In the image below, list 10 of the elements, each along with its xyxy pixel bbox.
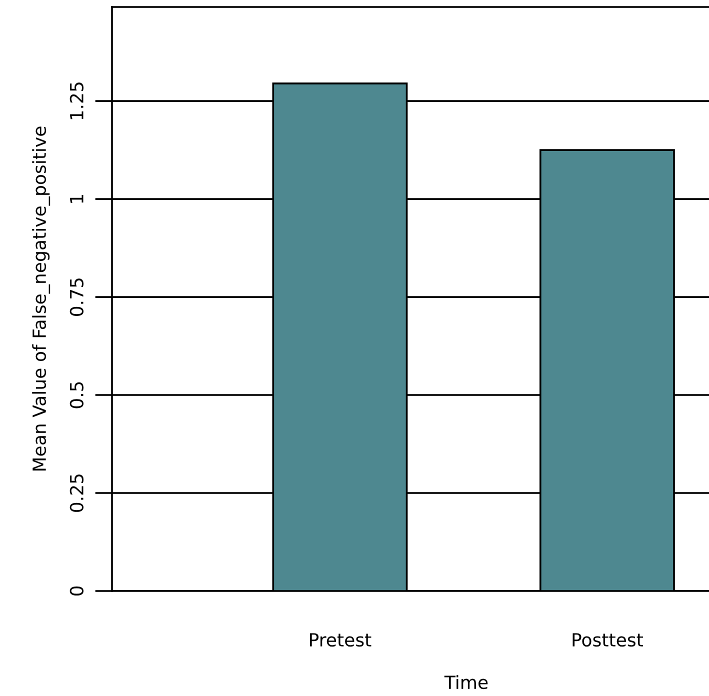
y-axis-title: Mean Value of False_negative_positive bbox=[32, 126, 50, 471]
y-tick-label: 0 bbox=[70, 586, 84, 596]
y-tick-label: 0.5 bbox=[70, 382, 84, 408]
y-tick-label: 0.25 bbox=[70, 474, 84, 512]
x-axis-title: Time bbox=[444, 675, 488, 690]
y-tick-label: 1 bbox=[70, 194, 84, 203]
x-tick-label: Pretest bbox=[310, 633, 372, 647]
x-tick-label: Posttest bbox=[572, 633, 643, 647]
y-tick-label: 1.25 bbox=[70, 82, 84, 120]
y-tick-label: 0.75 bbox=[70, 278, 84, 316]
